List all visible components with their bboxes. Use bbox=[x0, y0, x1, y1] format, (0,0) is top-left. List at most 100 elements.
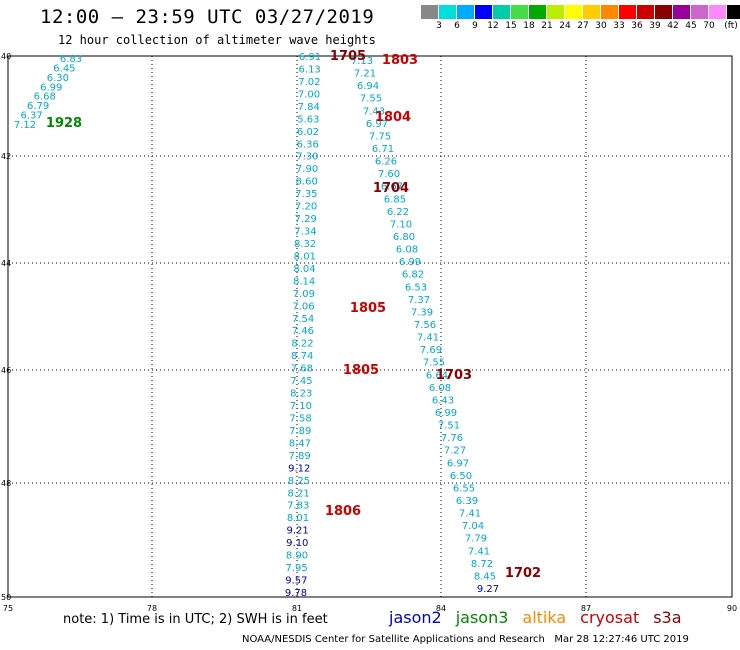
wave-height-value: 6.55 bbox=[453, 483, 475, 494]
legend-entry-s3a: s3a bbox=[653, 608, 682, 627]
wave-height-value: 6.02 bbox=[297, 127, 319, 138]
wave-height-value: 7.43 bbox=[363, 106, 385, 117]
wave-height-value: 7.75 bbox=[369, 131, 391, 142]
wave-height-value: 6.45 bbox=[53, 63, 75, 74]
pass-time-label: 1805 bbox=[350, 301, 386, 316]
color-swatch bbox=[475, 5, 493, 19]
pass-time-label: 1928 bbox=[46, 116, 82, 131]
wave-height-value: 6.82 bbox=[402, 270, 424, 281]
wave-height-value: 7.55 bbox=[423, 358, 445, 369]
wave-height-value: 7.06 bbox=[292, 301, 314, 312]
color-swatch bbox=[529, 5, 547, 19]
color-scale-tick: 24 bbox=[559, 21, 571, 31]
color-scale-tick: 9 bbox=[472, 21, 478, 31]
wave-height-value: 7.12 bbox=[14, 120, 36, 131]
color-swatch bbox=[637, 5, 655, 19]
legend-entry-jason3: jason3 bbox=[455, 608, 509, 627]
wave-height-value: 8.23 bbox=[290, 389, 312, 400]
wave-height-value: 7.10 bbox=[290, 401, 312, 412]
latitude-label: 44 bbox=[1, 259, 11, 268]
wave-height-value: 6.99 bbox=[435, 408, 457, 419]
wave-height-value: 7.95 bbox=[286, 563, 308, 574]
color-scale-tick: 6 bbox=[454, 21, 460, 31]
color-swatch bbox=[547, 5, 565, 19]
wave-height-value: 8.90 bbox=[286, 551, 308, 562]
wave-height-value: 8.01 bbox=[287, 513, 309, 524]
wave-height-value: 6.08 bbox=[396, 245, 418, 256]
s3a-track: 7.137.216.947.557.436.977.756.716.267.60… bbox=[351, 56, 499, 595]
wave-height-value: 9.10 bbox=[286, 538, 308, 549]
wave-height-value: 7.79 bbox=[465, 534, 487, 545]
wave-height-value: 6.67 bbox=[381, 182, 403, 193]
wave-height-value: 7.45 bbox=[290, 376, 312, 387]
wave-height-value: 7.89 bbox=[289, 426, 311, 437]
legend-entry-jason2: jason2 bbox=[389, 608, 442, 627]
wave-height-value: 7.30 bbox=[296, 152, 318, 163]
wave-height-value: 6.94 bbox=[357, 81, 379, 92]
wave-height-value: 7.27 bbox=[444, 446, 466, 457]
lat-lon-grid bbox=[7, 55, 733, 598]
color-swatch bbox=[727, 5, 740, 19]
wave-height-value: 6.50 bbox=[450, 471, 472, 482]
longitude-label: 75 bbox=[3, 604, 13, 613]
wave-height-value: 7.84 bbox=[298, 102, 320, 113]
color-scale-tick: 33 bbox=[613, 21, 625, 31]
wave-height-value: 7.90 bbox=[296, 164, 318, 175]
wave-height-value: 6.99 bbox=[399, 257, 421, 268]
wave-height-value: 7.76 bbox=[441, 433, 463, 444]
color-swatch bbox=[457, 5, 475, 19]
wave-height-value: 6.13 bbox=[299, 64, 321, 75]
color-scale-unit: (ft) bbox=[724, 21, 738, 31]
latitude-label: 42 bbox=[1, 152, 11, 161]
wave-height-value: 8.22 bbox=[291, 339, 313, 350]
wave-height-value: 8.25 bbox=[288, 476, 310, 487]
color-swatch bbox=[673, 5, 691, 19]
color-scale-tick: 27 bbox=[577, 21, 589, 31]
wave-height-value: 6.71 bbox=[372, 144, 394, 155]
wave-height-value: 9.57 bbox=[285, 576, 307, 587]
wave-height-value: 6.85 bbox=[384, 194, 406, 205]
wave-height-value: 7.09 bbox=[293, 289, 315, 300]
legend-entry-altika: altika bbox=[522, 608, 567, 627]
color-scale-tick: 45 bbox=[685, 21, 697, 31]
wave-height-value: 8.60 bbox=[296, 177, 318, 188]
wave-height-value: 8.21 bbox=[287, 488, 309, 499]
color-swatch bbox=[511, 5, 529, 19]
wave-height-value: 8.32 bbox=[294, 239, 316, 250]
wave-height-value: 6.39 bbox=[456, 496, 478, 507]
wave-height-value: 7.54 bbox=[292, 314, 314, 325]
wave-height-value: 6.30 bbox=[47, 73, 69, 84]
wave-height-value: 6.36 bbox=[297, 139, 319, 150]
wave-height-value: 7.41 bbox=[459, 509, 481, 520]
color-scale-tick: 12 bbox=[487, 21, 499, 31]
color-scale-tick: 3 bbox=[436, 21, 442, 31]
wave-height-value: 6.64 bbox=[426, 370, 448, 381]
pass-time-label: 1806 bbox=[325, 504, 361, 519]
latitude-label: 48 bbox=[1, 479, 11, 488]
color-swatch bbox=[583, 5, 601, 19]
credit-line: NOAA/NESDIS Center for Satellite Applica… bbox=[242, 634, 689, 645]
color-swatch bbox=[691, 5, 709, 19]
latitude-label: 40 bbox=[1, 52, 11, 61]
jason3-track: 6.836.456.306.996.686.796.377.12 bbox=[14, 54, 82, 131]
color-swatch bbox=[709, 5, 727, 19]
altimeter-tracks: 6.836.456.306.996.686.796.377.126.916.13… bbox=[14, 52, 499, 599]
wave-height-value: 7.37 bbox=[408, 295, 430, 306]
latitude-label: 50 bbox=[1, 593, 11, 602]
satellite-legend: jason2 jason3 altika cryosat s3a bbox=[389, 608, 696, 627]
pass-time-label: 1705 bbox=[330, 49, 366, 64]
longitude-label: 84 bbox=[436, 604, 446, 613]
wave-height-value: 7.21 bbox=[354, 69, 376, 80]
wave-height-value: 7.60 bbox=[378, 169, 400, 180]
latitude-label: 46 bbox=[1, 366, 11, 375]
wave-height-color-scale bbox=[421, 5, 740, 19]
color-swatch bbox=[655, 5, 673, 19]
wave-height-value: 6.08 bbox=[429, 383, 451, 394]
axis-labels: 75 78 81 84 87 90 40 42 44 46 48 50 bbox=[1, 52, 737, 613]
wave-height-value: 7.39 bbox=[411, 307, 433, 318]
pass-time-label: 1804 bbox=[375, 110, 411, 125]
color-scale-tick: 21 bbox=[541, 21, 553, 31]
wave-height-value: 8.14 bbox=[293, 276, 315, 287]
color-swatch bbox=[619, 5, 637, 19]
